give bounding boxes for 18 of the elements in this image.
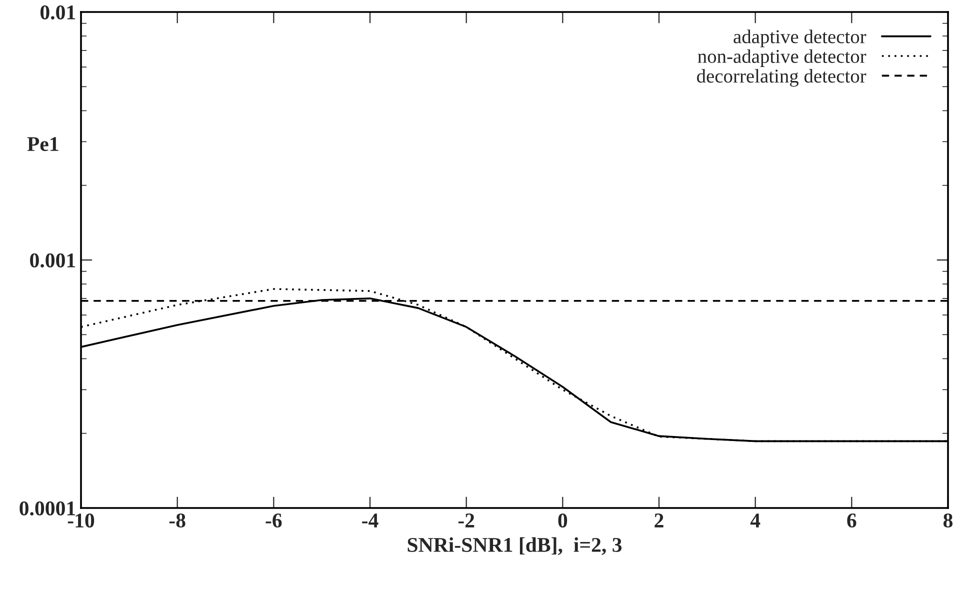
legend-label: decorrelating detector (696, 69, 866, 87)
x-tick-label: 4 (750, 514, 760, 528)
y-tick-label: 0.001 (30, 253, 76, 268)
x-tick-label: -4 (362, 514, 378, 528)
y-tick-label: 0.0001 (20, 501, 76, 516)
x-tick-label: 6 (847, 514, 856, 528)
x-axis-title: SNRi-SNR1 [dB], i=2, 3 (408, 537, 622, 555)
x-tick-label: -6 (266, 514, 282, 528)
x-tick-label: 8 (943, 513, 953, 528)
x-tick-label: -2 (458, 514, 474, 528)
y-tick-label: 0.01 (40, 5, 76, 20)
y-axis-title: Pe1 (27, 137, 58, 152)
x-tick-label: -10 (68, 513, 94, 528)
x-tick-label: 2 (654, 514, 664, 528)
x-tick-label: 0 (558, 513, 568, 528)
legend-label: non-adaptive detector (698, 49, 866, 67)
x-tick-label: -8 (169, 513, 186, 528)
legend-label: adaptive detector (734, 30, 866, 48)
